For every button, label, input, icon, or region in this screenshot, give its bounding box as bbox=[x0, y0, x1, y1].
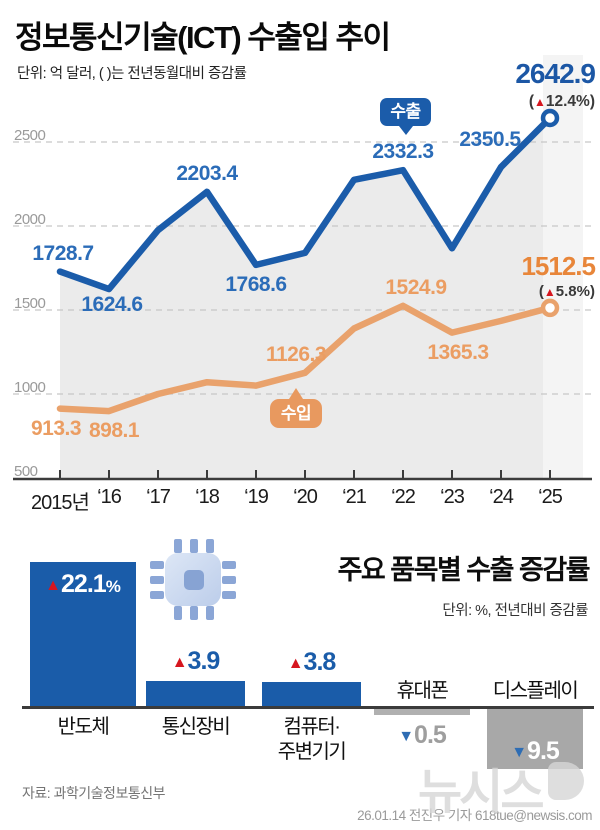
import-point-label: 1524.9 bbox=[385, 275, 447, 299]
y-axis-label: 500 bbox=[14, 463, 38, 480]
triangle-up-icon: ▲ bbox=[543, 285, 556, 299]
y-axis-label: 2500 bbox=[14, 127, 46, 144]
bar-chart-title: 주요 품목별 수출 증감률 bbox=[337, 555, 591, 585]
import-final-change: (▲5.8%) bbox=[538, 283, 595, 300]
bar-category-label: 통신장비 bbox=[161, 716, 231, 738]
source-note: 자료: 과학기술정보통신부 bbox=[22, 785, 165, 801]
export-final-change: (▲12.4%) bbox=[528, 93, 595, 110]
bar-value-label: ▼9.5 bbox=[511, 737, 560, 765]
trend-line-chart bbox=[13, 55, 592, 481]
bar-category-label: 반도체 bbox=[57, 716, 110, 738]
export-point-label: 1728.7 bbox=[32, 241, 94, 265]
bar-1 bbox=[30, 562, 136, 707]
x-axis-label: 2015년 bbox=[31, 492, 90, 514]
bar-value-label: ▲3.8 bbox=[287, 648, 337, 676]
bar-chart-axis bbox=[22, 706, 594, 709]
import-series-badge: 수입 bbox=[270, 388, 322, 428]
watermark-logo-shape bbox=[548, 762, 585, 800]
import-line bbox=[56, 302, 554, 415]
bar-category-label: 디스플레이 bbox=[492, 680, 579, 702]
export-line bbox=[56, 114, 554, 293]
unit-note: 단위: 억 달러, ( )는 전년동월대비 증감률 bbox=[17, 66, 247, 82]
x-axis-label: ‘22 bbox=[391, 486, 416, 508]
x-axis-label: ‘16 bbox=[97, 486, 122, 508]
y-axis-label: 2000 bbox=[14, 211, 46, 228]
x-axis-label: ‘23 bbox=[440, 486, 465, 508]
import-point-label: 913.3 bbox=[30, 416, 82, 440]
bar-4 bbox=[374, 707, 470, 715]
y-axis-label: 1500 bbox=[14, 295, 46, 312]
bar-chart-unit-note: 단위: %, 전년대비 증감률 bbox=[442, 603, 588, 619]
x-axis-label: ‘21 bbox=[342, 486, 367, 508]
x-axis-label: ‘19 bbox=[244, 486, 269, 508]
export-point-label: 1624.6 bbox=[81, 293, 143, 317]
export-point-label: 2203.4 bbox=[176, 161, 238, 185]
bar-value-label: ▲22.1% bbox=[45, 570, 121, 598]
export-point-label: 1768.6 bbox=[225, 272, 287, 296]
x-axis-label: ‘24 bbox=[489, 486, 514, 508]
y-axis-label: 1000 bbox=[14, 379, 46, 396]
import-point-label: 1126.3 bbox=[265, 342, 327, 366]
triangle-up-icon: ▲ bbox=[533, 95, 546, 109]
triangle-up-icon: ▲ bbox=[171, 654, 188, 671]
export-final-value: 2642.9 bbox=[515, 58, 596, 89]
bar-category-label: 컴퓨터· 주변기기 bbox=[277, 716, 347, 763]
import-point-label: 898.1 bbox=[88, 419, 140, 443]
import-end-marker bbox=[540, 298, 560, 318]
triangle-up-icon: ▲ bbox=[287, 655, 304, 672]
byline-credit: 26.01.14 전진우 기자 618tue@newsis.com bbox=[357, 808, 592, 823]
export-end-marker bbox=[540, 108, 560, 128]
export-series-badge: 수출 bbox=[380, 98, 431, 135]
export-point-label: 2332.3 bbox=[372, 140, 434, 164]
import-final-value: 1512.5 bbox=[521, 251, 596, 281]
newsis-watermark: 뉴시스 bbox=[418, 752, 585, 822]
triangle-up-icon: ▲ bbox=[45, 577, 62, 594]
bar-value-label: ▲3.9 bbox=[171, 647, 221, 675]
triangle-down-icon: ▼ bbox=[511, 744, 528, 761]
bar-category-label: 휴대폰 bbox=[396, 680, 449, 702]
bar-5 bbox=[487, 707, 583, 769]
import-point-label: 1365.3 bbox=[427, 340, 489, 364]
x-axis-label: ‘17 bbox=[146, 486, 171, 508]
chip-icon bbox=[150, 539, 236, 620]
page-title: 정보통신기술(ICT) 수출입 추이 bbox=[15, 20, 391, 55]
x-axis-label: ‘20 bbox=[293, 486, 318, 508]
x-axis-label: ‘25 bbox=[538, 486, 563, 508]
triangle-down-icon: ▼ bbox=[398, 728, 415, 745]
x-axis-label: ‘18 bbox=[195, 486, 220, 508]
bar-2 bbox=[146, 681, 245, 707]
bar-value-label: ▼0.5 bbox=[398, 721, 447, 749]
export-point-label: 2350.5 bbox=[459, 128, 521, 152]
bar-3 bbox=[262, 682, 361, 707]
